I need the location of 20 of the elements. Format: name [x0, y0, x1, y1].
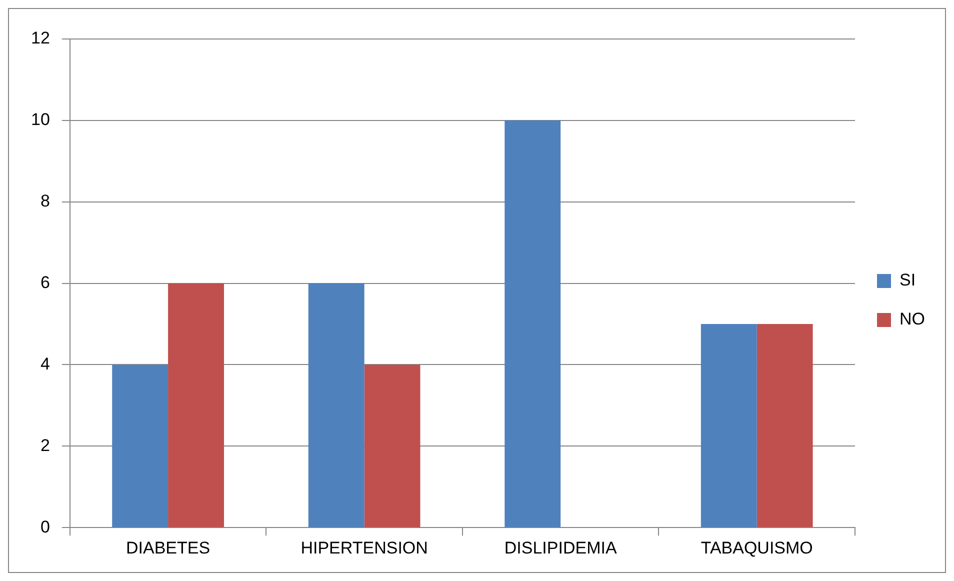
bar: [308, 283, 364, 528]
y-tick-label: 6: [40, 272, 50, 292]
y-tick-label: 2: [40, 436, 50, 455]
y-tick-label: 10: [30, 110, 50, 130]
bar: [168, 283, 224, 528]
y-tick-label: 8: [40, 192, 50, 211]
legend-label: SI: [900, 270, 916, 290]
y-tick-label: 12: [30, 28, 50, 48]
bar: [364, 364, 420, 528]
x-tick-label: DIABETES: [126, 538, 210, 558]
bar: [504, 120, 561, 528]
y-tick-label: 0: [40, 517, 50, 536]
legend-label: NO: [900, 310, 925, 329]
bar: [756, 324, 813, 528]
y-tick-label: 4: [40, 354, 50, 374]
x-tick-label: TABAQUISMO: [700, 538, 813, 558]
x-tick-label: DISLIPIDEMIA: [504, 538, 618, 558]
bar: [700, 324, 757, 528]
bar: [112, 364, 168, 528]
x-tick-label: HIPERTENSION: [300, 538, 428, 558]
